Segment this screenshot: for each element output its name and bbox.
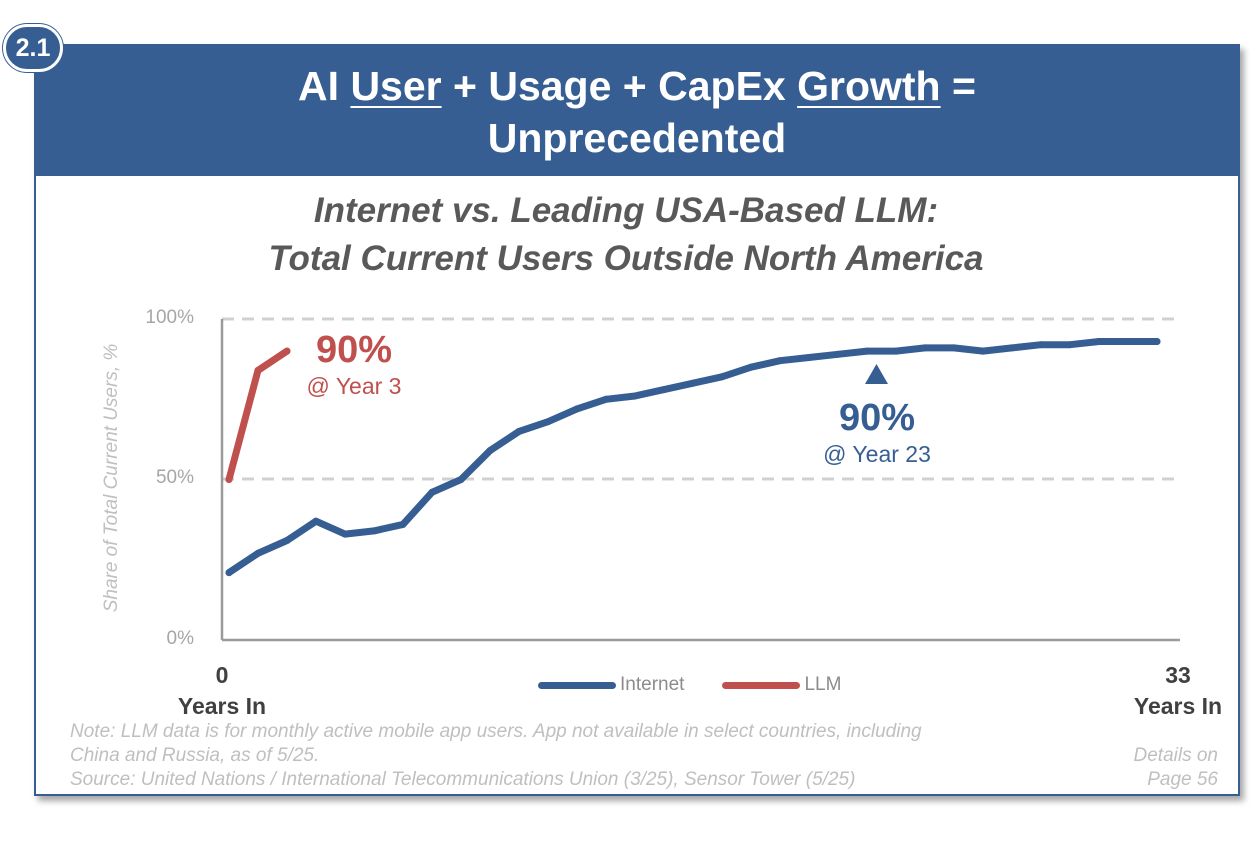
chart-subtitle: Total Current Users Outside North Americ… [268,239,984,278]
data-point-internet [370,527,378,535]
data-point-internet [660,386,668,394]
data-point-internet [921,344,929,352]
data-point-internet [950,344,958,352]
legend-swatch-llm [722,681,801,689]
legend-item-internet: Internet [538,674,684,696]
data-point-internet [776,357,784,365]
data-point-internet [428,488,436,496]
data-point-internet [602,395,610,403]
data-point-llm [254,366,262,374]
source-line: Source: United Nations / International T… [70,769,856,790]
llm-annotation-value: 90% [315,329,393,371]
data-point-internet [573,405,581,413]
chart-legend: Internet LLM [538,674,879,696]
data-point-internet [834,350,842,358]
slide-card: AI User + Usage + CapEx Growth = Unprece… [34,44,1240,796]
data-point-internet [892,347,900,355]
details-line2: Page 56 [1147,769,1218,790]
data-point-internet [979,347,987,355]
x-axis-label-left: Years In [177,693,267,719]
x-tick-0: 0 [215,662,229,688]
y-tick-50: 50% [155,467,194,488]
data-point-internet [457,476,465,483]
footnote-line2: China and Russia, as of 5/25. [70,745,320,766]
data-point-internet [1008,344,1016,352]
data-point-internet [718,373,726,381]
data-point-internet [1095,338,1103,345]
data-point-internet [1124,338,1132,345]
header-title-line1: AI User + Usage + CapEx Growth = [298,63,976,109]
data-point-internet [341,530,349,538]
y-tick-100: 100% [145,307,194,328]
header-title-line2: Unprecedented [487,115,787,161]
internet-annotation-text: @ Year 23 [823,441,931,467]
data-point-internet [399,520,407,528]
internet-annotation: 90% @ Year 23 [806,396,948,468]
data-point-internet [312,517,320,525]
x-tick-33: 33 [1165,662,1191,688]
legend-swatch-internet [538,681,616,689]
legend-label-internet: Internet [620,674,685,695]
data-point-internet [486,447,494,455]
data-point-llm [225,476,233,483]
data-point-llm [283,347,291,355]
llm-annotation: 90% @ Year 3 [282,328,426,400]
legend-item-llm: LLM [722,674,841,696]
data-point-internet [283,537,291,544]
data-point-internet [254,549,262,557]
data-point-internet [515,427,523,435]
internet-90-marker [865,364,888,384]
data-point-internet [689,379,697,387]
data-point-internet [1066,341,1074,349]
data-point-internet [805,354,813,361]
data-point-internet [225,569,233,577]
slide-header: AI User + Usage + CapEx Growth = Unprece… [36,46,1238,176]
data-point-internet [1037,341,1045,349]
section-badge: 2.1 [3,24,63,72]
data-point-internet [747,363,755,371]
footnote-line1: Note: LLM data is for monthly active mob… [70,721,922,742]
data-point-internet [1153,338,1161,345]
data-point-internet [544,418,552,426]
footnote: Note: LLM data is for monthly active mob… [70,720,1110,792]
chart-title: Internet vs. Leading USA-Based LLM: [313,191,939,230]
internet-annotation-value: 90% [838,397,916,439]
legend-label-llm: LLM [804,674,842,695]
data-point-internet [863,347,871,355]
details-reference: Details on Page 56 [1134,744,1219,792]
x-axis-label-right: Years In [1133,693,1223,719]
data-point-internet [631,392,639,400]
y-tick-0: 0% [166,628,194,649]
llm-annotation-text: @ Year 3 [306,373,402,399]
details-line1: Details on [1133,745,1219,766]
